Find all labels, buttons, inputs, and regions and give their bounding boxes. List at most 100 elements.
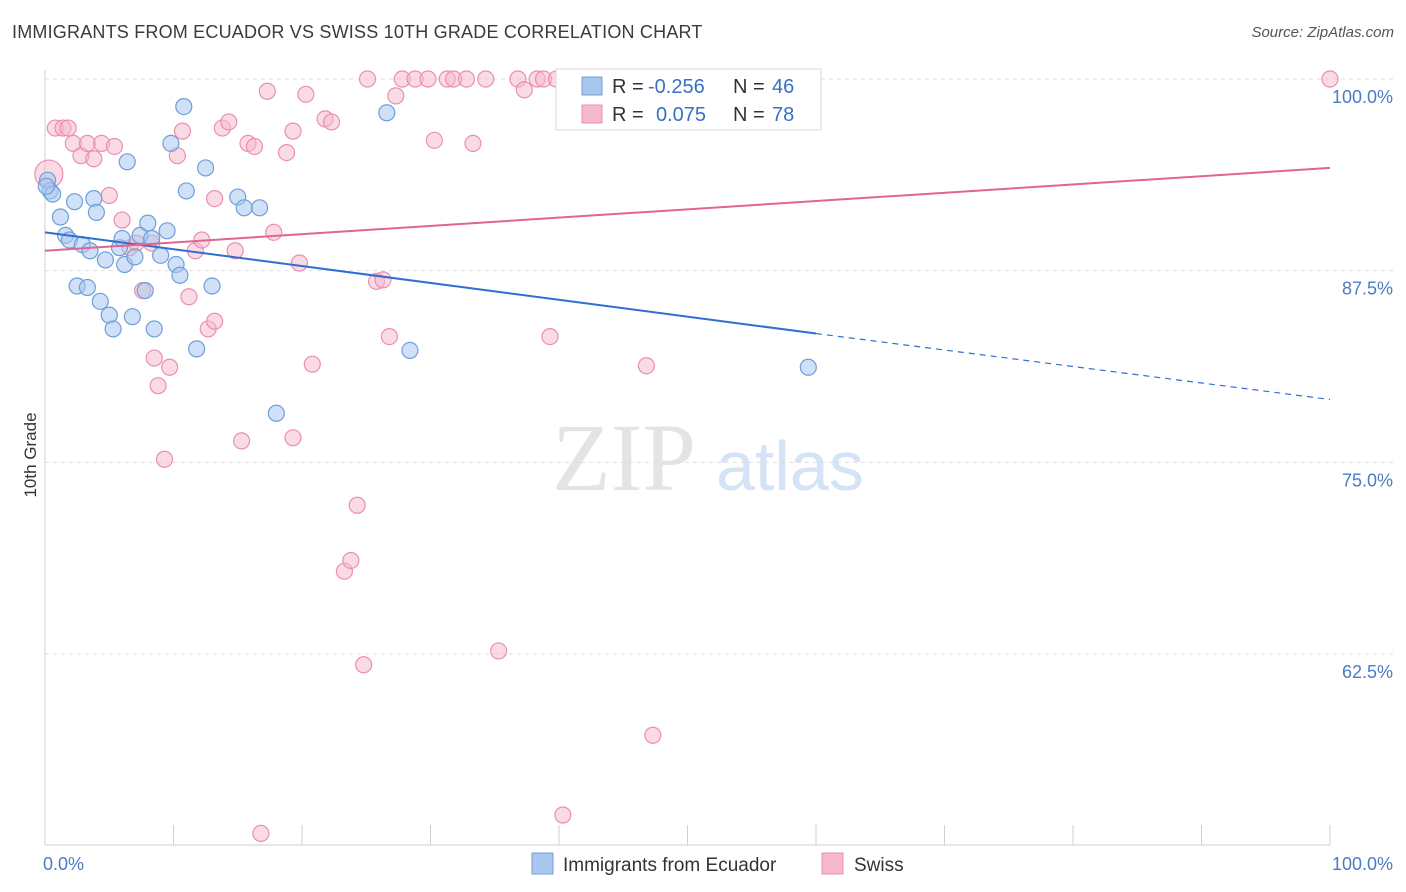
y-tick-label: 100.0% xyxy=(1332,87,1393,107)
ecuador-point xyxy=(104,320,122,338)
swiss-point xyxy=(206,312,224,330)
legend-n-value-ecuador: 46 xyxy=(772,76,794,98)
ecuador-point xyxy=(96,251,114,269)
x-tick-labels: 0.0% 100.0% xyxy=(43,854,1393,874)
swiss-point xyxy=(258,82,276,100)
swiss-point xyxy=(284,122,302,140)
ecuador-point xyxy=(799,358,817,376)
legend-n-label-ecuador: N = xyxy=(733,76,765,98)
swiss-point xyxy=(387,87,405,105)
ecuador-point xyxy=(87,203,106,221)
ecuador-point xyxy=(152,246,170,264)
ecuador-point xyxy=(51,208,70,226)
ecuador-point xyxy=(162,134,180,152)
swiss-point xyxy=(554,806,572,824)
swiss-point xyxy=(180,288,198,306)
swiss-point xyxy=(252,824,270,843)
swiss-point xyxy=(419,70,437,88)
bottom-legend-swatch-swiss[interactable] xyxy=(821,852,844,875)
y-tick-labels: 100.0% 87.5% 75.0% 62.5% xyxy=(1332,87,1393,682)
swiss-point xyxy=(644,726,662,744)
swiss-point xyxy=(59,119,77,137)
swiss-point xyxy=(303,355,321,373)
y-tick-label: 87.5% xyxy=(1342,279,1393,299)
ecuador-point xyxy=(118,153,136,171)
ecuador-point xyxy=(81,242,99,260)
swiss-point xyxy=(85,150,103,168)
swiss-point xyxy=(322,113,341,131)
bottom-legend-swatch-ecuador[interactable] xyxy=(531,852,554,875)
swiss-point xyxy=(477,70,495,88)
swiss-point xyxy=(113,211,131,229)
swiss-point xyxy=(161,358,179,376)
swiss-point xyxy=(155,450,174,468)
ecuador-point xyxy=(139,214,157,232)
swiss-point xyxy=(284,429,302,447)
swiss-point xyxy=(297,85,315,103)
ecuador-point xyxy=(378,104,396,122)
swiss-point xyxy=(233,432,251,450)
swiss-point xyxy=(490,642,508,660)
swiss-point xyxy=(100,186,118,205)
bottom-legend-label-ecuador[interactable]: Immigrants from Ecuador xyxy=(563,855,777,876)
swiss-point xyxy=(149,377,167,395)
ecuador-point xyxy=(250,199,269,217)
ecuador-point xyxy=(177,182,195,200)
legend-swatch-ecuador xyxy=(581,76,603,96)
swiss-point xyxy=(245,137,264,156)
ecuador-point xyxy=(203,277,221,295)
watermark-zip: ZIP xyxy=(552,404,696,511)
watermark: ZIP atlas xyxy=(552,404,864,511)
ecuador-point xyxy=(401,341,419,359)
swiss-point xyxy=(541,328,559,346)
swiss-point xyxy=(290,254,309,272)
ecuador-point xyxy=(78,278,97,297)
legend: R = -0.256 N = 46 R = 0.075 N = 78 xyxy=(555,68,822,131)
ecuador-point xyxy=(235,199,253,217)
bottom-legend-label-swiss[interactable]: Swiss xyxy=(854,855,904,876)
legend-n-label-swiss: N = xyxy=(733,104,765,126)
y-tick-label: 75.0% xyxy=(1342,470,1393,490)
swiss-points xyxy=(34,70,1339,843)
ecuador-trend-line xyxy=(44,231,817,335)
swiss-point xyxy=(206,190,224,208)
swiss-point xyxy=(105,137,123,156)
swiss-point xyxy=(145,349,163,367)
ecuador-point xyxy=(65,193,84,211)
swiss-point xyxy=(637,357,655,375)
ecuador-point xyxy=(197,159,215,177)
ecuador-point xyxy=(126,248,144,266)
source-label: Source: ZipAtlas.com xyxy=(1251,24,1394,41)
ecuador-point xyxy=(267,404,285,422)
grid-lines xyxy=(45,78,1395,655)
axes xyxy=(44,70,1331,846)
swiss-point xyxy=(464,134,482,152)
swiss-point xyxy=(380,328,398,346)
swiss-point xyxy=(374,271,392,289)
swiss-point xyxy=(342,551,360,570)
chart-title: IMMIGRANTS FROM ECUADOR VS SWISS 10TH GR… xyxy=(12,22,703,42)
swiss-point xyxy=(457,70,476,88)
trend-lines xyxy=(44,166,1331,401)
ecuador-point xyxy=(136,282,154,300)
swiss-point xyxy=(173,122,192,140)
ecuador-point xyxy=(37,177,55,195)
x-tick-label-max: 100.0% xyxy=(1332,854,1393,874)
ecuador-point xyxy=(171,266,189,284)
bottom-legend: Immigrants from Ecuador Swiss xyxy=(531,852,904,876)
swiss-point xyxy=(220,113,238,131)
swiss-point xyxy=(358,70,377,88)
legend-r-value-ecuador: -0.256 xyxy=(648,76,705,98)
watermark-atlas: atlas xyxy=(716,427,864,505)
legend-r-value-swiss: 0.075 xyxy=(656,104,706,126)
legend-r-label-ecuador: R = xyxy=(612,76,644,98)
legend-n-value-swiss: 78 xyxy=(772,104,794,126)
swiss-point xyxy=(348,496,366,514)
swiss-point xyxy=(355,656,373,674)
ecuador-trend-extension xyxy=(815,332,1331,401)
swiss-trend-line xyxy=(44,166,1331,252)
ecuador-point xyxy=(145,320,163,338)
swiss-point xyxy=(277,144,296,162)
x-tick-label-min: 0.0% xyxy=(43,854,84,874)
